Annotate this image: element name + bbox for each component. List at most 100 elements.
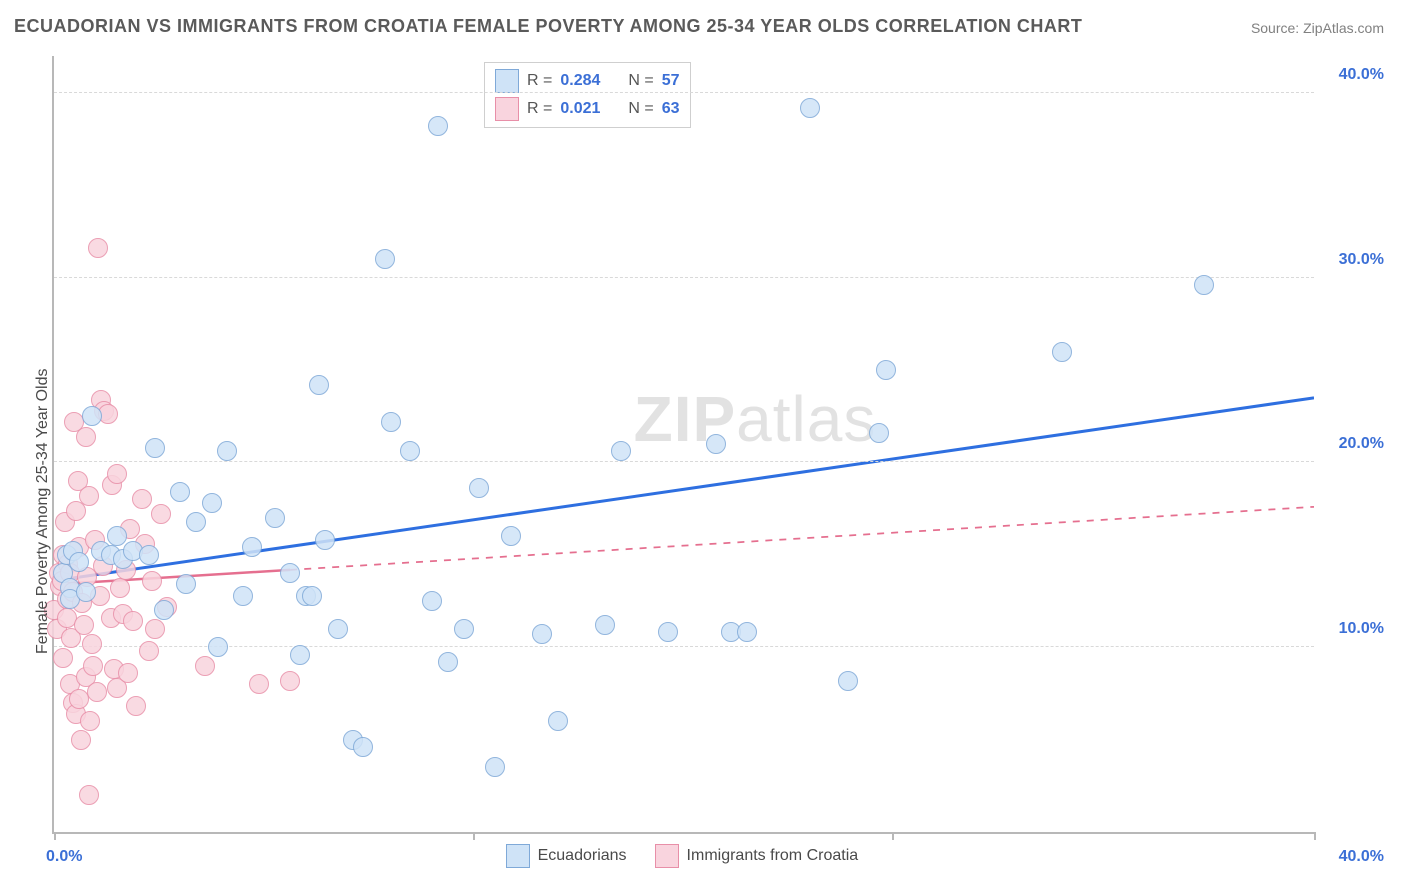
scatter-point — [110, 578, 130, 598]
legend-label: Ecuadorians — [538, 847, 627, 865]
source-label: Source: ZipAtlas.com — [1251, 20, 1384, 36]
scatter-point — [658, 622, 678, 642]
series-legend: Ecuadorians Immigrants from Croatia — [506, 844, 859, 868]
correlation-legend: R = 0.284 N = 57 R = 0.021 N = 63 — [484, 62, 691, 128]
legend-n-label: N = — [628, 72, 653, 90]
scatter-point — [217, 441, 237, 461]
scatter-plot: ZIPatlas R =0.284N =57R =0.021N =63 10.0… — [52, 56, 1314, 834]
legend-item: Immigrants from Croatia — [655, 844, 859, 868]
x-tick — [1314, 832, 1316, 840]
scatter-point — [170, 482, 190, 502]
scatter-point — [280, 563, 300, 583]
legend-r-label: R = — [527, 100, 552, 118]
scatter-point — [107, 526, 127, 546]
scatter-point — [422, 591, 442, 611]
scatter-point — [265, 508, 285, 528]
scatter-point — [428, 116, 448, 136]
scatter-point — [1194, 275, 1214, 295]
scatter-point — [82, 634, 102, 654]
scatter-point — [315, 530, 335, 550]
scatter-point — [151, 504, 171, 524]
legend-swatch — [506, 844, 530, 868]
legend-r-value: 0.021 — [560, 100, 600, 118]
watermark-text: ZIPatlas — [634, 382, 877, 456]
scatter-point — [309, 375, 329, 395]
scatter-point — [79, 486, 99, 506]
y-tick-label: 20.0% — [1339, 435, 1384, 453]
scatter-point — [83, 656, 103, 676]
scatter-point — [87, 682, 107, 702]
scatter-point — [202, 493, 222, 513]
scatter-point — [145, 619, 165, 639]
y-axis-title: Female Poverty Among 25-34 Year Olds — [34, 368, 52, 654]
scatter-point — [1052, 342, 1072, 362]
scatter-point — [126, 696, 146, 716]
scatter-point — [123, 611, 143, 631]
scatter-point — [208, 637, 228, 657]
scatter-point — [142, 571, 162, 591]
scatter-point — [82, 406, 102, 426]
scatter-point — [242, 537, 262, 557]
scatter-point — [195, 656, 215, 676]
scatter-point — [139, 545, 159, 565]
scatter-point — [328, 619, 348, 639]
scatter-point — [69, 552, 89, 572]
legend-row: R = 0.021 N = 63 — [495, 95, 680, 123]
scatter-point — [76, 427, 96, 447]
legend-n-value: 63 — [662, 100, 680, 118]
gridline — [54, 277, 1314, 278]
legend-row: R = 0.284 N = 57 — [495, 67, 680, 95]
y-tick-label: 40.0% — [1339, 66, 1384, 84]
legend-r-label: R = — [527, 72, 552, 90]
scatter-point — [154, 600, 174, 620]
scatter-point — [79, 785, 99, 805]
scatter-point — [186, 512, 206, 532]
scatter-point — [381, 412, 401, 432]
scatter-point — [438, 652, 458, 672]
legend-r-value: 0.284 — [560, 72, 600, 90]
gridline — [54, 646, 1314, 647]
gridline — [54, 461, 1314, 462]
legend-n-value: 57 — [662, 72, 680, 90]
scatter-point — [400, 441, 420, 461]
scatter-point — [611, 441, 631, 461]
chart-title: ECUADORIAN VS IMMIGRANTS FROM CROATIA FE… — [14, 16, 1082, 37]
scatter-point — [280, 671, 300, 691]
legend-swatch — [495, 69, 519, 93]
y-tick-label: 30.0% — [1339, 251, 1384, 269]
scatter-point — [80, 711, 100, 731]
scatter-point — [132, 489, 152, 509]
scatter-point — [353, 737, 373, 757]
scatter-point — [706, 434, 726, 454]
scatter-point — [838, 671, 858, 691]
legend-swatch — [655, 844, 679, 868]
scatter-point — [485, 757, 505, 777]
legend-label: Immigrants from Croatia — [687, 847, 859, 865]
scatter-point — [107, 464, 127, 484]
scatter-point — [532, 624, 552, 644]
trend-line-dashed — [290, 507, 1314, 570]
scatter-point — [454, 619, 474, 639]
scatter-point — [145, 438, 165, 458]
scatter-point — [139, 641, 159, 661]
scatter-point — [249, 674, 269, 694]
x-tick — [473, 832, 475, 840]
legend-item: Ecuadorians — [506, 844, 627, 868]
legend-n-label: N = — [628, 100, 653, 118]
x-tick — [892, 832, 894, 840]
scatter-point — [290, 645, 310, 665]
scatter-point — [53, 648, 73, 668]
scatter-point — [869, 423, 889, 443]
y-tick-label: 10.0% — [1339, 620, 1384, 638]
scatter-point — [71, 730, 91, 750]
trend-line — [54, 398, 1314, 581]
scatter-point — [233, 586, 253, 606]
scatter-point — [118, 663, 138, 683]
scatter-point — [302, 586, 322, 606]
legend-swatch — [495, 97, 519, 121]
scatter-point — [595, 615, 615, 635]
scatter-point — [88, 238, 108, 258]
scatter-point — [876, 360, 896, 380]
scatter-point — [375, 249, 395, 269]
scatter-point — [501, 526, 521, 546]
